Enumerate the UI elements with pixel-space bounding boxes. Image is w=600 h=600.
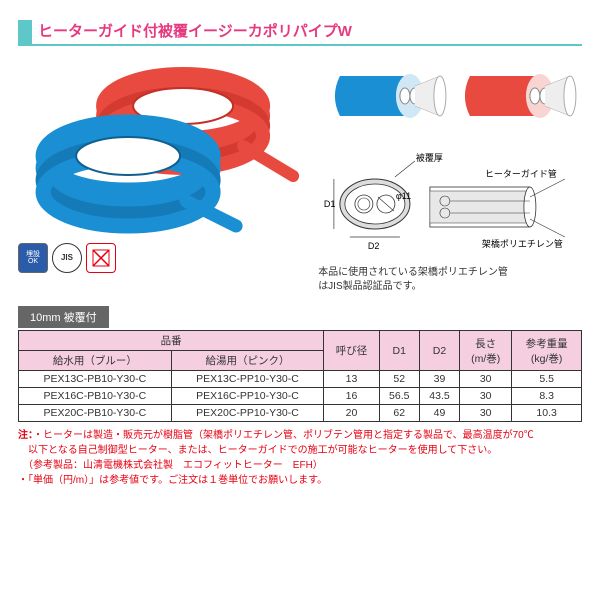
cell-pink: PEX16C-PP10-Y30-C — [171, 388, 324, 405]
product-image-col: 埋設 OK JIS — [18, 56, 308, 294]
page-title: ヒーターガイド付被覆イージーカポリパイプW — [32, 20, 582, 46]
th-d1: D1 — [379, 331, 419, 371]
pe-pipe-label: 架橋ポリエチレン管 — [482, 238, 563, 249]
cell-d1: 52 — [379, 371, 419, 388]
th-pink: 給湯用（ピンク） — [171, 351, 324, 371]
title-bar: ヒーターガイド付被覆イージーカポリパイプW — [18, 20, 582, 46]
diagram-col: φ11 D1 D2 被覆厚 ヒーターガイド管 架橋ポリエチレン管 — [318, 56, 582, 294]
table-row: PEX16C-PB10-Y30-C PEX16C-PP10-Y30-C 16 5… — [19, 388, 582, 405]
badge-jis: JIS — [52, 243, 82, 273]
spec-table: 品番 呼び径 D1 D2 長さ (m/巻) 参考重量 (kg/巻) 給水用（ブル… — [18, 330, 582, 422]
footnote-line2: 以下となる自己制御型ヒーター、または、ヒーターガイドでの施工が可能なヒーターを使… — [18, 445, 497, 456]
table-row: PEX20C-PB10-Y30-C PEX20C-PP10-Y30-C 20 6… — [19, 405, 582, 422]
th-weight: 参考重量 (kg/巻) — [512, 331, 582, 371]
badge-stop — [86, 243, 116, 273]
th-length: 長さ (m/巻) — [460, 331, 512, 371]
cell-length: 30 — [460, 405, 512, 422]
cell-pink: PEX20C-PP10-Y30-C — [171, 405, 324, 422]
section-label: 10mm 被覆付 — [18, 306, 109, 328]
phi-label: φ11 — [396, 191, 411, 201]
content-row: 埋設 OK JIS — [18, 56, 582, 294]
coil-illustration — [18, 56, 308, 236]
cell-length: 30 — [460, 388, 512, 405]
cell-d2: 49 — [419, 405, 459, 422]
cell-pink: PEX13C-PP10-Y30-C — [171, 371, 324, 388]
badge-maisetsu: 埋設 OK — [18, 243, 48, 273]
th-d2: D2 — [419, 331, 459, 371]
cell-blue: PEX16C-PB10-Y30-C — [19, 388, 172, 405]
cell-yobikei: 20 — [324, 405, 379, 422]
cell-weight: 8.3 — [512, 388, 582, 405]
footnote-line1: ・ヒーターは製造・販売元が樹脂管（架橋ポリエチレン管、ポリブテン管用と指定する製… — [33, 430, 534, 441]
technical-diagram: φ11 D1 D2 被覆厚 ヒーターガイド管 架橋ポリエチレン管 — [318, 149, 582, 259]
cell-d2: 39 — [419, 371, 459, 388]
title-accent — [18, 20, 32, 46]
footnote-line3: （参考製品：山清電機株式会社製 エコフィットヒーター EFH） — [18, 460, 323, 471]
footnote-label: 注： — [18, 430, 33, 441]
d1-label: D1 — [324, 199, 336, 209]
cell-d2: 43.5 — [419, 388, 459, 405]
d2-label: D2 — [368, 241, 380, 251]
footnote: 注：・ヒーターは製造・販売元が樹脂管（架橋ポリエチレン管、ポリブテン管用と指定す… — [18, 428, 582, 488]
hifuku-label: 被覆厚 — [416, 152, 443, 163]
cell-d1: 56.5 — [379, 388, 419, 405]
cell-d1: 62 — [379, 405, 419, 422]
cell-weight: 5.5 — [512, 371, 582, 388]
pipe-ends-illustration — [318, 56, 582, 146]
cell-yobikei: 16 — [324, 388, 379, 405]
table-row: PEX13C-PB10-Y30-C PEX13C-PP10-Y30-C 13 5… — [19, 371, 582, 388]
cell-yobikei: 13 — [324, 371, 379, 388]
th-yobikei: 呼び径 — [324, 331, 379, 371]
badges-row: 埋設 OK JIS — [18, 243, 308, 273]
cell-blue: PEX13C-PB10-Y30-C — [19, 371, 172, 388]
th-blue: 給水用（ブルー） — [19, 351, 172, 371]
footnote-line4: ・「単価（円/m）」は参考値です。ご注文は１巻単位でお願いします。 — [18, 475, 327, 486]
heater-guide-label: ヒーターガイド管 — [485, 168, 557, 179]
cell-length: 30 — [460, 371, 512, 388]
badge-maisetsu-text: 埋設 OK — [26, 251, 40, 265]
cell-blue: PEX20C-PB10-Y30-C — [19, 405, 172, 422]
th-hinban: 品番 — [19, 331, 324, 351]
cell-weight: 10.3 — [512, 405, 582, 422]
jis-note: 本品に使用されている架橋ポリエチレン管 はJIS製品認証品です。 — [318, 266, 582, 294]
table-header-row: 品番 呼び径 D1 D2 長さ (m/巻) 参考重量 (kg/巻) — [19, 331, 582, 351]
stop-icon — [90, 247, 112, 269]
